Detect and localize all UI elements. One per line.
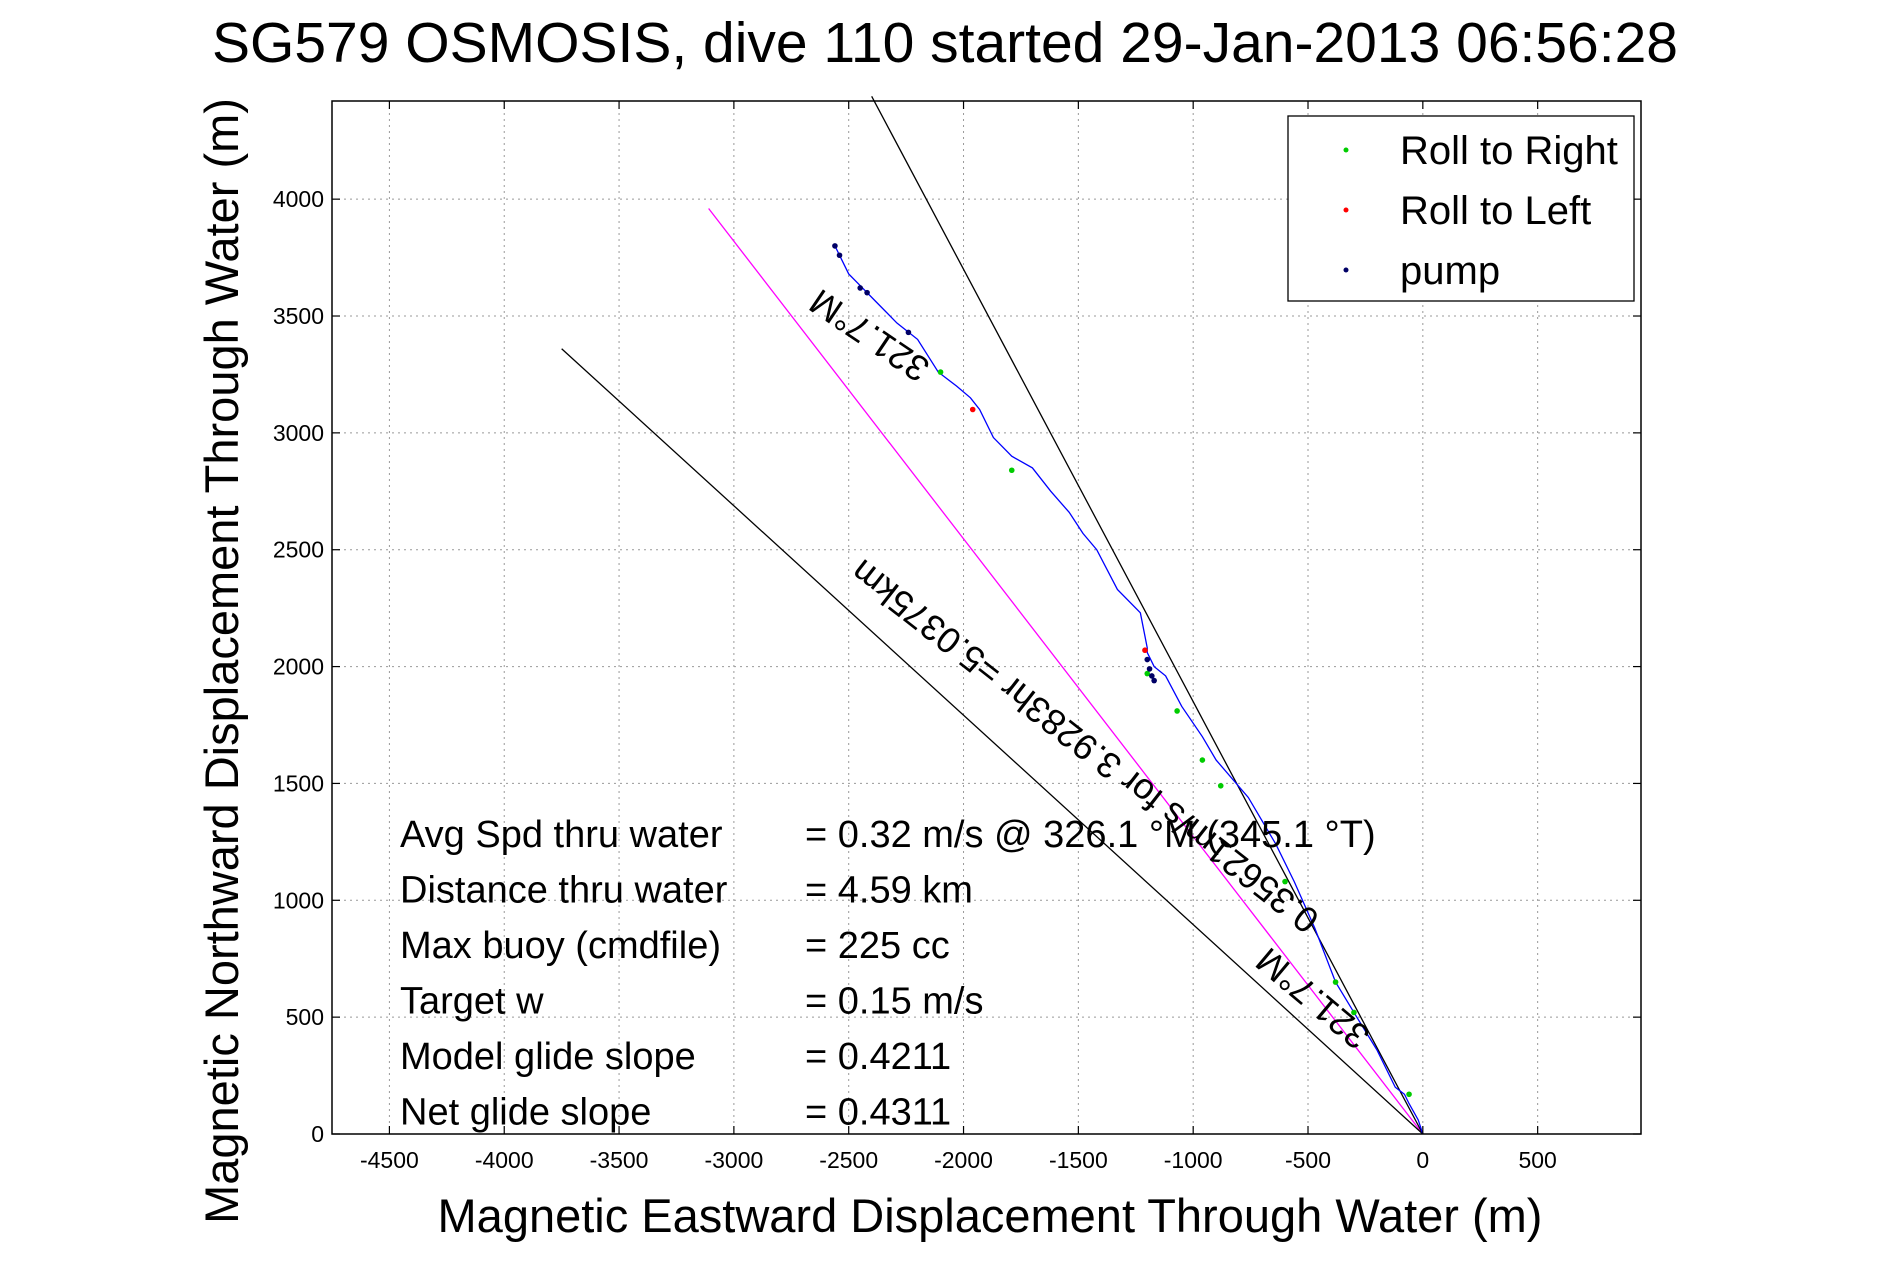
legend-label: pump xyxy=(1400,249,1500,293)
y-tick-label: 0 xyxy=(311,1121,324,1147)
x-axis-label: Magnetic Eastward Displacement Through W… xyxy=(438,1189,1543,1242)
annotation-value: = 0.4211 xyxy=(805,1036,951,1078)
x-tick-label: -500 xyxy=(1285,1147,1331,1173)
legend: Roll to Right Roll to Left pump xyxy=(1287,115,1635,302)
x-tick-label: -3500 xyxy=(590,1147,649,1173)
y-axis-label: Magnetic Northward Displacement Through … xyxy=(195,98,248,1224)
annotation-value: = 0.32 m/s @ 326.1 °M (345.1 °T) xyxy=(805,814,1376,856)
pump-marker xyxy=(1146,666,1153,672)
x-tick-label: -1500 xyxy=(1049,1147,1108,1173)
y-tick-label: 2500 xyxy=(273,537,324,563)
x-tick-label: -4500 xyxy=(360,1147,419,1173)
roll-right-marker xyxy=(1199,757,1206,763)
x-tick-label: -1000 xyxy=(1164,1147,1223,1173)
annotation-label: Distance thru water xyxy=(400,870,728,912)
dive-track xyxy=(834,245,1424,1135)
pump-marker xyxy=(857,285,863,291)
pump-marker xyxy=(1151,677,1157,684)
y-tick-label: 2000 xyxy=(273,654,324,680)
y-tick-label: 1500 xyxy=(273,770,324,796)
roll-left-marker xyxy=(1142,647,1148,654)
roll-left-marker xyxy=(969,406,976,413)
legend-label: Roll to Right xyxy=(1400,129,1618,173)
x-tick-label: -3000 xyxy=(704,1147,763,1173)
y-tick-label: 3500 xyxy=(273,303,324,329)
x-tick-label: -4000 xyxy=(475,1147,534,1173)
x-tick-label: -2500 xyxy=(819,1147,878,1173)
heading-lines xyxy=(561,96,1424,1135)
heading-line-label: 321.7°M xyxy=(802,281,936,390)
annotation-label: Model glide slope xyxy=(400,1036,696,1078)
plot-frame xyxy=(331,100,1642,1135)
legend-marker xyxy=(1343,147,1349,153)
markers xyxy=(832,243,1412,1098)
heading-line xyxy=(561,348,1424,1135)
grid xyxy=(332,101,1641,1135)
y-tick-label: 3000 xyxy=(273,420,324,446)
roll-right-marker xyxy=(1282,878,1288,885)
roll-right-marker xyxy=(1332,979,1339,985)
roll-right-marker xyxy=(1008,467,1015,474)
roll-right-marker xyxy=(1406,1091,1412,1098)
heading-line-label: 321.7°M xyxy=(1248,940,1377,1058)
roll-right-marker xyxy=(1351,1009,1357,1016)
annotation-block: Avg Spd thru water = 0.32 m/s @ 326.1 °M … xyxy=(400,814,1376,1134)
annotation-value: = 225 cc xyxy=(805,925,950,967)
annotation-label: Max buoy (cmdfile) xyxy=(400,925,721,967)
annotation-value: = 4.59 km xyxy=(805,870,973,912)
annotation-label: Target w xyxy=(400,981,544,1023)
roll-right-marker xyxy=(1144,670,1151,677)
annotation-value: = 0.4311 xyxy=(805,1092,951,1134)
roll-right-marker xyxy=(1217,782,1224,789)
x-tick-label: -2000 xyxy=(934,1147,993,1173)
annotation-label: Net glide slope xyxy=(400,1092,651,1134)
annotation-label: Avg Spd thru water xyxy=(400,814,723,856)
pump-marker xyxy=(864,289,870,296)
track-line xyxy=(834,245,1424,1135)
y-tick-label: 500 xyxy=(286,1004,324,1030)
y-tick-label: 4000 xyxy=(273,186,324,212)
y-tick-label: 1000 xyxy=(273,887,324,913)
heading-line xyxy=(871,96,1424,1135)
pump-marker xyxy=(836,252,843,259)
pump-marker xyxy=(905,329,912,336)
pump-marker xyxy=(1144,656,1151,663)
chart-title: SG579 OSMOSIS, dive 110 started 29-Jan-2… xyxy=(212,11,1678,75)
roll-right-marker xyxy=(1174,708,1180,714)
legend-marker xyxy=(1343,207,1349,213)
heading-line xyxy=(708,208,1424,1135)
roll-right-marker xyxy=(937,369,944,375)
pump-marker xyxy=(832,243,838,249)
x-tick-label: 500 xyxy=(1518,1147,1556,1173)
x-tick-label: 0 xyxy=(1416,1147,1429,1173)
legend-marker xyxy=(1343,267,1349,273)
legend-label: Roll to Left xyxy=(1400,189,1591,233)
pump-marker xyxy=(1149,673,1155,679)
axis-ticks: -4500 -4000 -3500 -3000 -2500 -2000 -1500 -1000… xyxy=(273,101,1641,1173)
annotation-value: = 0.15 m/s xyxy=(805,981,983,1023)
